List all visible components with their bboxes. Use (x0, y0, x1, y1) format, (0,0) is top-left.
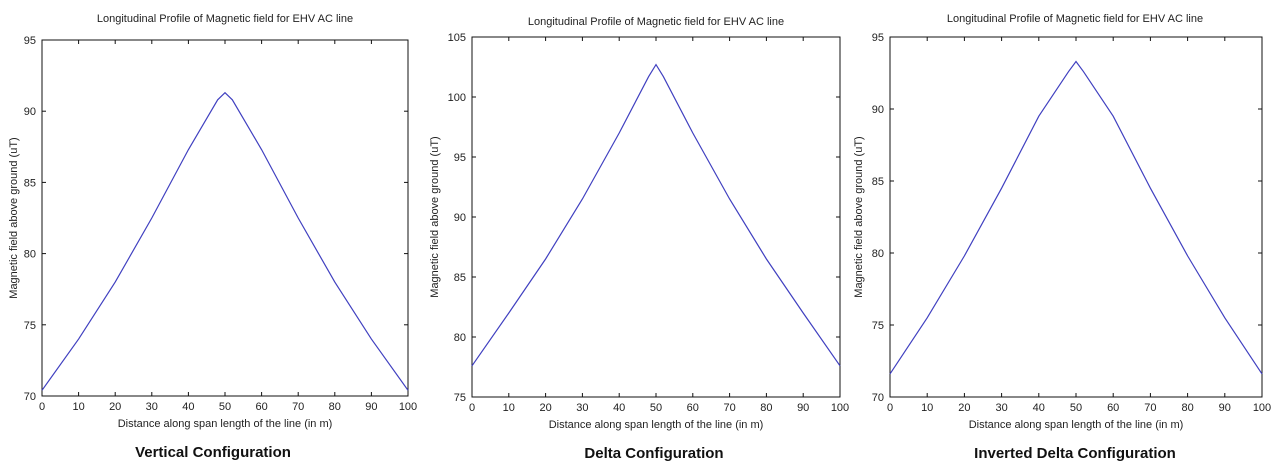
y-tick-label: 75 (872, 320, 884, 332)
y-tick-label: 100 (448, 92, 466, 104)
x-tick-label: 0 (39, 401, 45, 413)
series-layer (471, 63, 841, 367)
x-tick-label: 30 (995, 402, 1007, 414)
x-axis-label: Distance along span length of the line (… (118, 418, 333, 430)
x-tick-label: 40 (1033, 402, 1045, 414)
x-tick-label: 20 (109, 401, 121, 413)
x-tick-label: 80 (1181, 402, 1193, 414)
series-line (41, 91, 409, 391)
x-tick-label: 90 (797, 402, 809, 414)
plot-area (889, 36, 1263, 398)
x-tick-label: 50 (1070, 402, 1082, 414)
panel-caption: Delta Configuration (584, 445, 723, 462)
y-tick-label: 90 (24, 106, 36, 118)
x-tick-label: 40 (182, 401, 194, 413)
chart-title: Longitudinal Profile of Magnetic field f… (947, 13, 1203, 25)
panel-caption: Inverted Delta Configuration (974, 445, 1176, 462)
plot-area (41, 39, 409, 397)
axis-ticks: 0 10 20 30 40 50 60 70 80 90 100 70 75 80 85 90 95 (24, 35, 417, 413)
y-tick-label: 80 (872, 248, 884, 260)
y-tick-label: 85 (872, 176, 884, 188)
axis-ticks: 0 10 20 30 40 50 60 70 80 90 100 70 75 80 85 90 95 (872, 32, 1271, 414)
x-tick-label: 90 (1219, 402, 1231, 414)
plot-area (471, 36, 841, 398)
y-tick-label: 75 (454, 392, 466, 404)
y-tick-label: 90 (872, 104, 884, 116)
x-tick-label: 80 (329, 401, 341, 413)
series-line (889, 60, 1263, 375)
x-tick-label: 70 (1144, 402, 1156, 414)
x-tick-label: 10 (921, 402, 933, 414)
y-tick-label: 95 (872, 32, 884, 44)
y-tick-label: 80 (454, 332, 466, 344)
x-axis-label: Distance along span length of the line (… (969, 419, 1184, 431)
series-layer (889, 60, 1263, 375)
x-tick-label: 50 (650, 402, 662, 414)
x-tick-label: 50 (219, 401, 231, 413)
x-tick-label: 10 (72, 401, 84, 413)
x-tick-label: 0 (469, 402, 475, 414)
x-tick-label: 0 (887, 402, 893, 414)
y-tick-label: 95 (24, 35, 36, 47)
x-tick-label: 20 (958, 402, 970, 414)
y-tick-label: 105 (448, 32, 466, 44)
y-tick-label: 95 (454, 152, 466, 164)
x-tick-label: 60 (687, 402, 699, 414)
x-tick-label: 30 (576, 402, 588, 414)
x-tick-label: 90 (365, 401, 377, 413)
x-tick-label: 100 (831, 402, 849, 414)
y-tick-label: 70 (24, 391, 36, 403)
chart-panel-delta-configuration: Longitudinal Profile of Magnetic field f… (429, 16, 849, 462)
x-tick-label: 40 (613, 402, 625, 414)
chart-panel-inverted-delta-configuration: Longitudinal Profile of Magnetic field f… (853, 13, 1271, 462)
chart-title: Longitudinal Profile of Magnetic field f… (528, 16, 784, 28)
series-line (471, 63, 841, 367)
y-tick-label: 85 (454, 272, 466, 284)
y-tick-label: 85 (24, 177, 36, 189)
x-tick-label: 70 (292, 401, 304, 413)
x-tick-label: 60 (255, 401, 267, 413)
y-axis-label: Magnetic field above ground (uT) (853, 136, 865, 297)
x-tick-label: 60 (1107, 402, 1119, 414)
y-tick-label: 90 (454, 212, 466, 224)
panel-caption: Vertical Configuration (135, 444, 291, 461)
axis-ticks: 0 10 20 30 40 50 60 70 80 90 100 75 80 85 90 95 100 105 (448, 32, 850, 414)
x-tick-label: 80 (760, 402, 772, 414)
y-axis-label: Magnetic field above ground (uT) (8, 137, 20, 298)
y-axis-label: Magnetic field above ground (uT) (429, 136, 441, 297)
series-layer (41, 91, 409, 391)
x-tick-label: 100 (399, 401, 417, 413)
x-tick-label: 20 (539, 402, 551, 414)
x-tick-label: 100 (1253, 402, 1271, 414)
y-tick-label: 70 (872, 392, 884, 404)
chart-panel-vertical-configuration: Longitudinal Profile of Magnetic field f… (8, 13, 417, 461)
x-tick-label: 70 (723, 402, 735, 414)
x-tick-label: 10 (503, 402, 515, 414)
x-tick-label: 30 (146, 401, 158, 413)
x-axis-label: Distance along span length of the line (… (549, 419, 764, 431)
chart-title: Longitudinal Profile of Magnetic field f… (97, 13, 353, 25)
y-tick-label: 80 (24, 249, 36, 261)
y-tick-label: 75 (24, 320, 36, 332)
